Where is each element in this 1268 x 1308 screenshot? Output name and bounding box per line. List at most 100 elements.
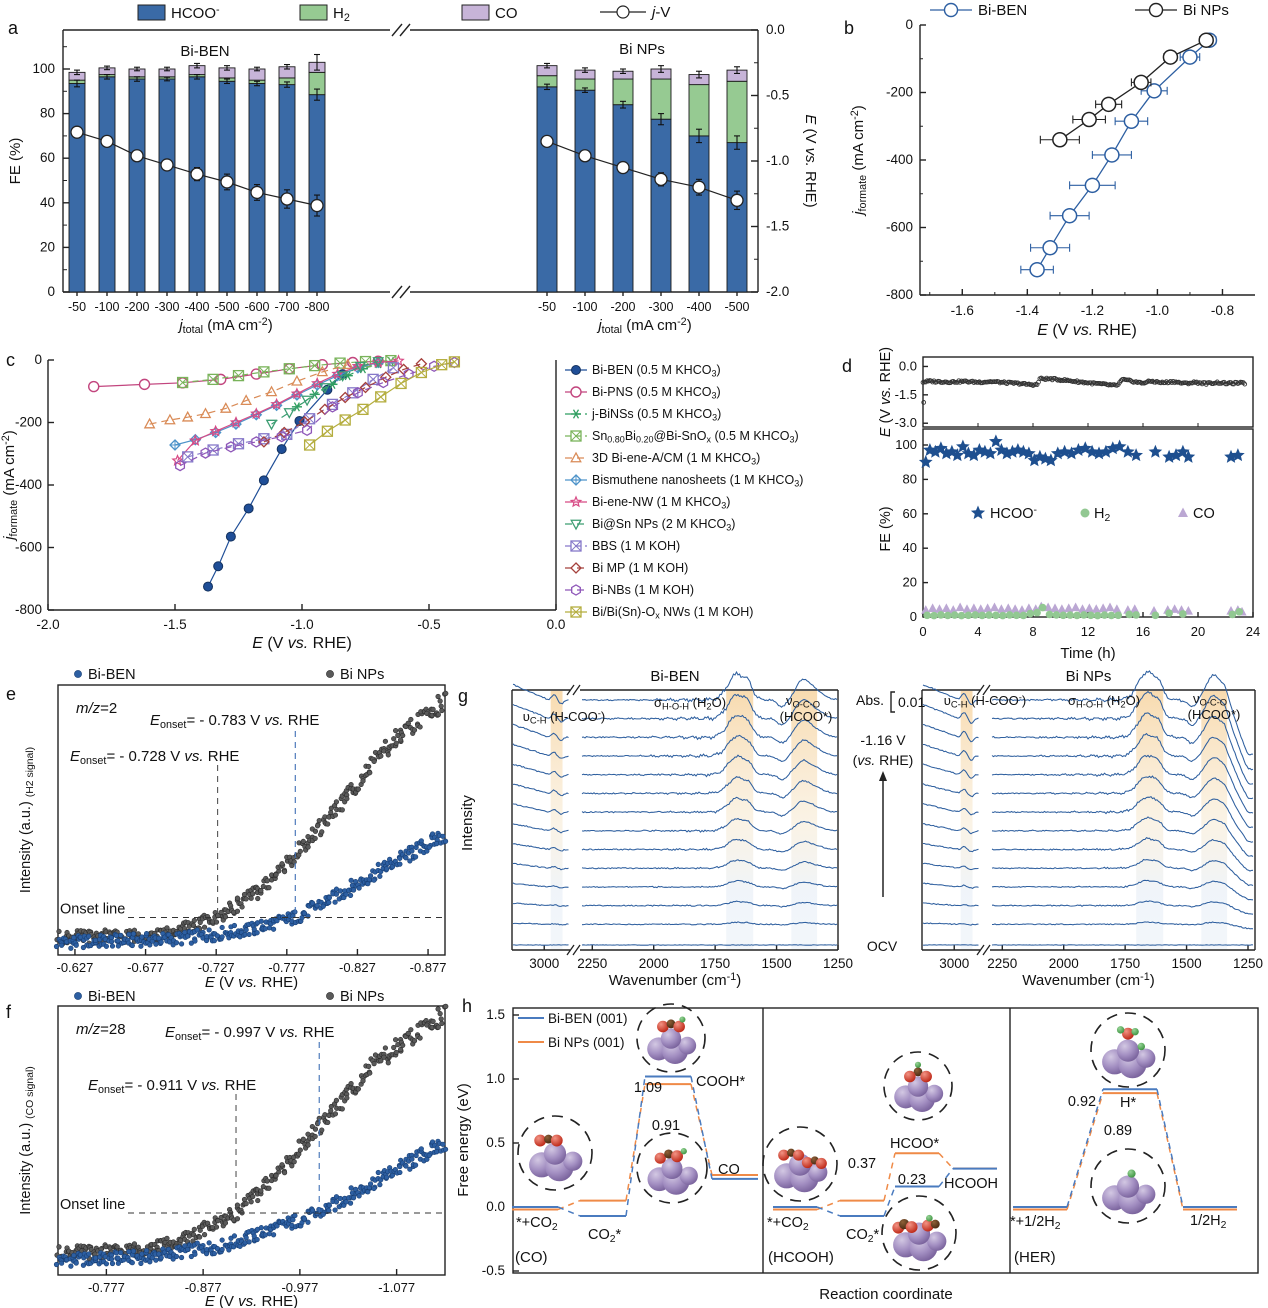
panel-h-free-energy-diagram: 1.5 1.0 0.5 0.0 -0.5 Free energy (eV) Reaction… <box>455 1003 1259 1303</box>
svg-text:Bi-ene-NW (1 M KHCO3​): Bi-ene-NW (1 M KHCO3​) <box>592 495 730 511</box>
svg-text:Intensity (a.u.) (CO signal)​: Intensity (a.u.) (CO signal)​ <box>18 1066 36 1214</box>
svg-text:0: 0 <box>910 609 917 624</box>
svg-text:FE (%): FE (%) <box>878 506 894 551</box>
svg-text:-0.777: -0.777 <box>268 960 305 975</box>
svg-text:100: 100 <box>895 437 917 452</box>
svg-text:-0.627: -0.627 <box>57 960 94 975</box>
svg-text:E (V vs. RHE): E (V vs. RHE) <box>252 635 352 652</box>
svg-text:1/2H2​: 1/2H2​ <box>1190 1213 1227 1231</box>
svg-text:CO2​*: CO2​* <box>588 1227 622 1245</box>
svg-text:CO: CO <box>495 5 518 22</box>
svg-text:1.5: 1.5 <box>486 1007 505 1022</box>
svg-text:60: 60 <box>40 150 55 165</box>
svg-text:0.5: 0.5 <box>486 1135 505 1150</box>
svg-text:-500: -500 <box>724 300 749 314</box>
svg-text:(HCOOH): (HCOOH) <box>768 1249 834 1266</box>
svg-text:-600: -600 <box>244 300 269 314</box>
svg-text:Bismuthene nanosheets (1 M KHC: Bismuthene nanosheets (1 M KHCO3​) <box>592 473 803 489</box>
svg-text:-0.5: -0.5 <box>482 1263 505 1278</box>
svg-text:1.09: 1.09 <box>634 1080 662 1096</box>
svg-text:-1.077: -1.077 <box>378 1280 415 1295</box>
svg-text:Bi-NBs (1 M KOH): Bi-NBs (1 M KOH) <box>592 583 694 597</box>
svg-text:2250: 2250 <box>987 956 1017 971</box>
svg-text:Bi NPs: Bi NPs <box>340 990 384 1005</box>
svg-text:Bi-BEN (001): Bi-BEN (001) <box>548 1011 628 1026</box>
svg-text:-200: -200 <box>886 85 913 100</box>
svg-text:CO: CO <box>1193 506 1215 522</box>
svg-text:40: 40 <box>40 195 55 210</box>
svg-text:Onset line: Onset line <box>60 902 125 918</box>
svg-text:0: 0 <box>919 624 926 639</box>
svg-text:-1.6: -1.6 <box>951 303 974 318</box>
svg-text:j-BiNSs (0.5 M KHCO3​): j-BiNSs (0.5 M KHCO3​) <box>591 407 721 423</box>
svg-text:-1.5: -1.5 <box>163 617 186 632</box>
svg-text:Bi-BEN: Bi-BEN <box>88 990 136 1005</box>
svg-text:2250: 2250 <box>577 956 607 971</box>
svg-text:Free energy (eV): Free energy (eV) <box>455 1083 472 1196</box>
svg-text:Bi-BEN: Bi-BEN <box>88 667 136 683</box>
svg-text:(CO): (CO) <box>515 1249 548 1266</box>
panel-label-h: h <box>462 996 473 1016</box>
svg-text:1500: 1500 <box>762 956 792 971</box>
svg-text:σH-O-H​ (H2​O): σH-O-H​ (H2​O) <box>1068 693 1140 710</box>
svg-text:-1.5: -1.5 <box>895 387 917 402</box>
svg-text:*+CO2​: *+CO2​ <box>516 1215 558 1233</box>
svg-text:Bi NPs: Bi NPs <box>1066 668 1112 685</box>
svg-text:-50: -50 <box>538 300 556 314</box>
svg-text:-300: -300 <box>648 300 673 314</box>
svg-text:16: 16 <box>1136 624 1150 639</box>
svg-text:0: 0 <box>905 17 913 32</box>
svg-text:FE (%): FE (%) <box>7 138 24 185</box>
svg-text:Bi-BEN: Bi-BEN <box>180 43 229 60</box>
svg-text:-1.16 V: -1.16 V <box>860 732 906 748</box>
svg-text:-0.677: -0.677 <box>127 960 164 975</box>
svg-text:Bi-BEN: Bi-BEN <box>650 668 699 685</box>
panel-label-d: d <box>842 356 853 376</box>
svg-text:-0.5: -0.5 <box>766 88 789 103</box>
svg-text:m/z=28: m/z=28 <box>76 1021 126 1038</box>
svg-text:HCOO-​: HCOO-​ <box>990 505 1037 522</box>
svg-text:20: 20 <box>1191 624 1205 639</box>
svg-text:σH-O-H​ (H2​O): σH-O-H​ (H2​O) <box>654 695 726 712</box>
svg-text:E (V vs. RHE): E (V vs. RHE) <box>878 347 894 437</box>
svg-text:Bi-BEN: Bi-BEN <box>978 2 1027 19</box>
svg-text:Eonset​= - 0.783 V vs. RHE: Eonset​= - 0.783 V vs. RHE <box>150 712 319 731</box>
svg-text:0.0: 0.0 <box>899 358 917 373</box>
svg-text:-50: -50 <box>68 300 86 314</box>
svg-text:-400: -400 <box>15 477 42 492</box>
svg-text:jformate​ (mA cm-2​): jformate​ (mA cm-2​) <box>849 105 869 217</box>
molecule-inset-hcoo <box>883 1051 953 1121</box>
svg-text:-1.0: -1.0 <box>1146 303 1169 318</box>
molecule-inset-co2x2 <box>762 1126 838 1202</box>
svg-text:-300: -300 <box>154 300 179 314</box>
svg-text:-0.827: -0.827 <box>339 960 376 975</box>
svg-text:20: 20 <box>40 239 55 254</box>
svg-text:-2.0: -2.0 <box>36 617 59 632</box>
svg-text:-1.0: -1.0 <box>290 617 313 632</box>
svg-text:24: 24 <box>1246 624 1260 639</box>
svg-text:-200: -200 <box>15 415 42 430</box>
molecule-inset-cooh <box>636 1003 706 1073</box>
svg-text:Bi NPs: Bi NPs <box>619 41 665 58</box>
svg-text:80: 80 <box>903 471 917 486</box>
svg-text:1250: 1250 <box>823 956 853 971</box>
svg-text:Bi-PNS (0.5 M KHCO3​): Bi-PNS (0.5 M KHCO3​) <box>592 385 721 401</box>
svg-text:0.37: 0.37 <box>848 1156 876 1172</box>
svg-text:CO2​*: CO2​* <box>846 1227 880 1245</box>
svg-text:-0.8: -0.8 <box>1211 303 1234 318</box>
svg-text:(vs. RHE): (vs. RHE) <box>853 752 914 768</box>
panel-c-literature-comparison-chart: -2.0 -1.5 -1.0 -0.5 0.0 0 -200 -400 -600 -800 jfor… <box>0 352 803 652</box>
svg-text:m/z=2: m/z=2 <box>76 700 117 717</box>
svg-text:3000: 3000 <box>939 956 969 971</box>
svg-text:Bi NPs: Bi NPs <box>1183 2 1229 19</box>
svg-text:-600: -600 <box>886 220 913 235</box>
svg-text:-100: -100 <box>572 300 597 314</box>
svg-text:-400: -400 <box>886 152 913 167</box>
svg-text:0.0: 0.0 <box>547 617 566 632</box>
svg-text:jtotal​ (mA cm-2​): jtotal​ (mA cm-2​) <box>596 316 691 336</box>
svg-text:1250: 1250 <box>1233 956 1263 971</box>
svg-text:-500: -500 <box>214 300 239 314</box>
svg-text:j-V: j-V <box>650 4 670 21</box>
svg-text:0.23: 0.23 <box>898 1172 926 1188</box>
